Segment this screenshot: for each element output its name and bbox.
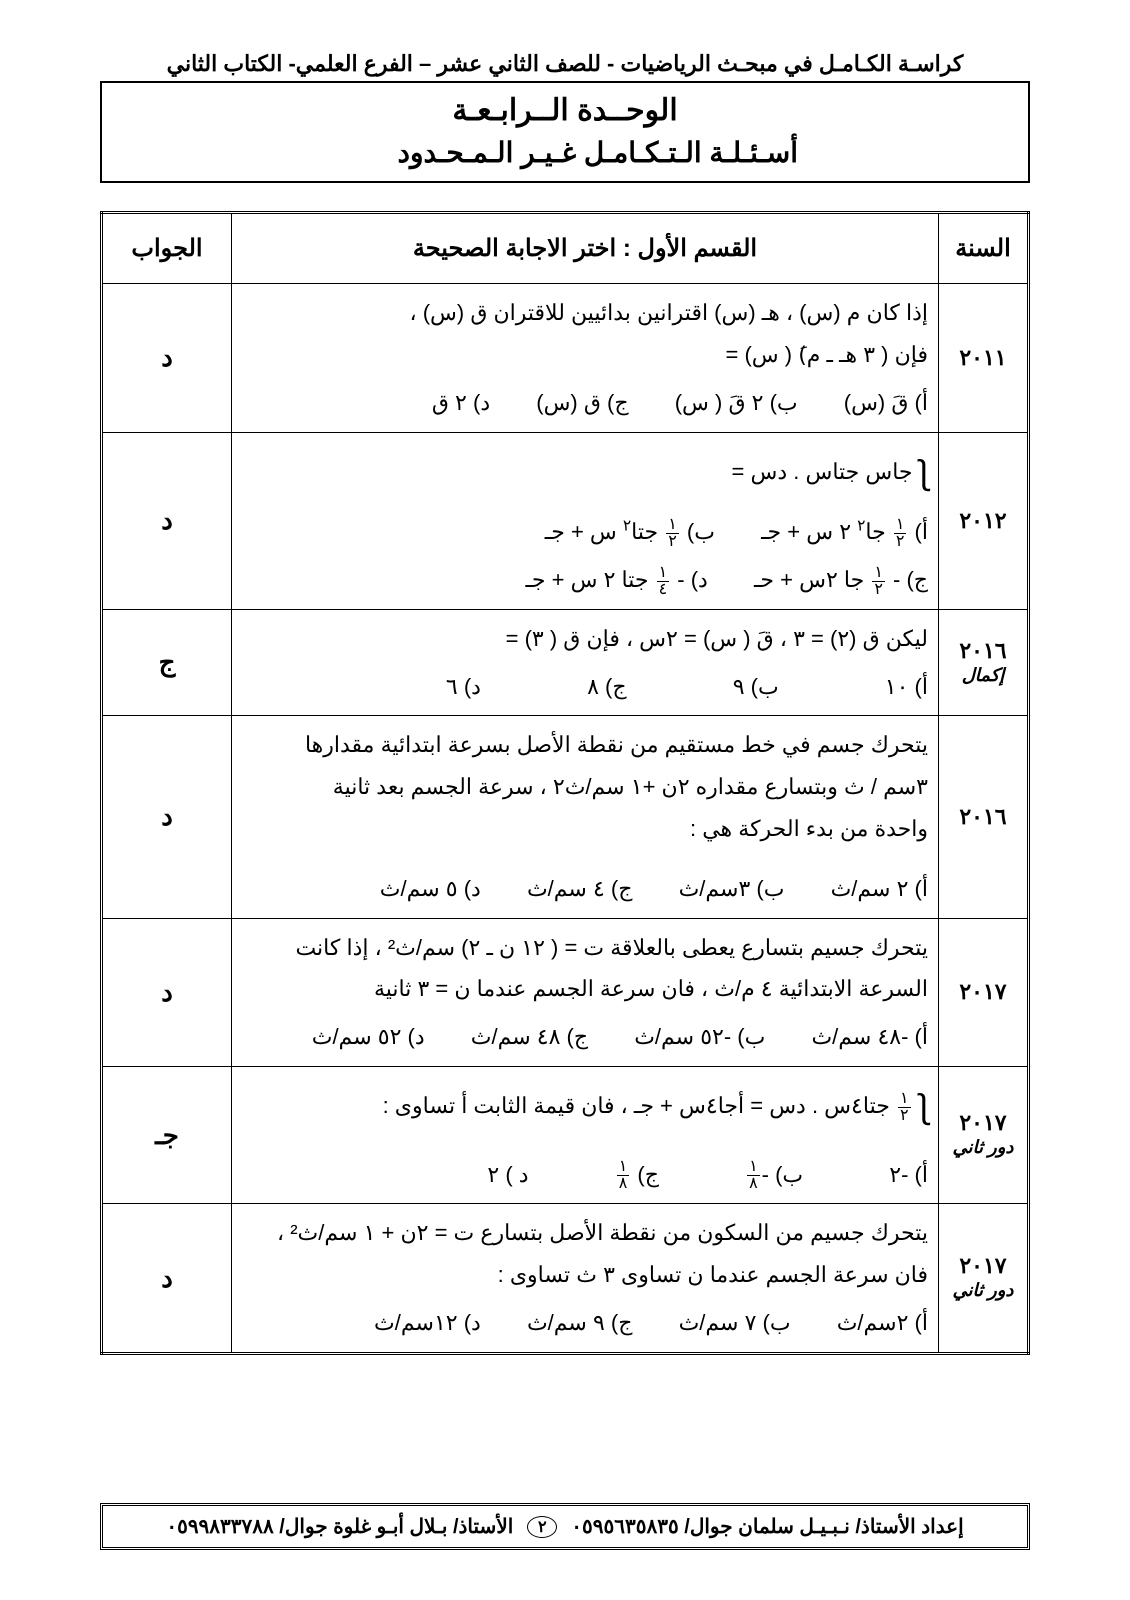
cell-question: ∫ ١٢ جتا٤س . دس = أجا٤س + جـ ، فان قيمة …	[232, 1066, 939, 1203]
option-b: ب) ١٢ جتا٢ س + جـ	[545, 511, 715, 553]
options: أ) -٢ ب) -١٨ ج) ١٨ د ) ٢	[242, 1154, 928, 1196]
questions-table: السنة القسم الأول : اختر الاجابة الصحيحة…	[100, 211, 1030, 1355]
option-c: ج) ٤ سم/ث	[527, 868, 632, 910]
cell-answer: د	[102, 1204, 232, 1353]
cell-answer: د	[102, 284, 232, 432]
table-row: ٢٠١٧ دور ثاني يتحرك جسيم من السكون من نق…	[102, 1204, 1029, 1353]
cell-answer: د	[102, 918, 232, 1066]
integral-icon: ∫	[919, 1075, 928, 1140]
option-b: ب) -١٨	[745, 1154, 803, 1196]
cell-question: يتحرك جسيم من السكون من نقطة الأصل بتسار…	[232, 1204, 939, 1353]
option-a: أ) -٤٨ سم/ث	[811, 1016, 928, 1058]
question-stem: فإن ( ٣ هـ ـ م)َ ( س) =	[242, 334, 928, 376]
option-c: ج) ٨	[587, 666, 626, 708]
option-a: أ) ٢ سم/ث	[831, 868, 928, 910]
option-d: د) ٥ سم/ث	[380, 868, 481, 910]
question-stem: إذا كان م (س) ، هـ (س) اقترانين بدائيين …	[242, 292, 928, 334]
question-stem: يتحرك جسم في خط مستقيم من نقطة الأصل بسر…	[242, 724, 928, 766]
year-value: ٢٠١٧	[949, 1253, 1017, 1279]
option-d: د) ٦	[446, 666, 481, 708]
booklet-header: كراسـة الكـامـل في مبحـث الرياضيات - للص…	[100, 50, 1030, 83]
question-stem: فان سرعة الجسم عندما ن تساوى ٣ ث تساوى :	[242, 1254, 928, 1296]
question-stem: يتحرك جسيم بتسارع يعطى بالعلاقة ت = ( ١٢…	[242, 927, 928, 969]
table-row: ٢٠١٦ يتحرك جسم في خط مستقيم من نقطة الأص…	[102, 716, 1029, 918]
table-row: ٢٠١٦ إكمال ليكن ق (٢) = ٣ ، قَ ( س) = ٢س…	[102, 609, 1029, 716]
cell-question: ∫ جاس جتاس . دس = أ) ١٢ جا٢ ٢ س + جـ ب) …	[232, 432, 939, 609]
cell-question: ليكن ق (٢) = ٣ ، قَ ( س) = ٢س ، فإن ق ( …	[232, 609, 939, 716]
option-b: ب) ٩	[733, 666, 779, 708]
cell-year: ٢٠١٦	[939, 716, 1029, 918]
option-b: ب) -٥٢ سم/ث	[634, 1016, 765, 1058]
cell-answer: ج	[102, 609, 232, 716]
cell-answer: د	[102, 432, 232, 609]
integral-icon: ∫	[919, 441, 928, 506]
option-d: د) ٥٢ سم/ث	[312, 1016, 425, 1058]
table-row: ٢٠١٧ دور ثاني ∫ ١٢ جتا٤س . دس = أجا٤س + …	[102, 1066, 1029, 1203]
option-c: ج) - ١٢ جا ٢س + حـ	[754, 559, 928, 601]
option-d: د) - ١٤ جتا ٢ س + جـ	[525, 559, 707, 601]
unit-title: الوحــدة الــرابـعـة	[132, 93, 998, 128]
option-c: ج) ١٨	[615, 1154, 659, 1196]
section-title: أسـئـلـة الـتـكـامـل غـيـر الـمـحـدود	[132, 136, 998, 169]
option-a: أ) -٢	[889, 1154, 928, 1196]
cell-answer: د	[102, 716, 232, 918]
options: ج) - ١٢ جا ٢س + حـ د) - ١٤ جتا ٢ س + جـ	[242, 559, 928, 601]
option-d: د ) ٢	[487, 1154, 528, 1196]
option-c: ج) ٤٨ سم/ث	[471, 1016, 588, 1058]
cell-year: ٢٠١٢	[939, 432, 1029, 609]
option-a: أ) ٢سم/ث	[837, 1302, 928, 1344]
option-d: د) ١٢سم/ث	[374, 1302, 481, 1344]
option-b: ب) ٣سم/ث	[679, 868, 785, 910]
option-d: د) ٢ ق	[432, 382, 490, 424]
cell-year: ٢٠١٧	[939, 918, 1029, 1066]
th-question: القسم الأول : اختر الاجابة الصحيحة	[232, 212, 939, 284]
question-stem: ∫ جاس جتاس . دس =	[242, 441, 928, 506]
table-row: ٢٠١١ إذا كان م (س) ، هـ (س) اقترانين بدا…	[102, 284, 1029, 432]
option-a: أ) ١٠	[885, 666, 928, 708]
cell-year: ٢٠١٧ دور ثاني	[939, 1066, 1029, 1203]
question-text: جاس جتاس . دس =	[732, 459, 913, 484]
year-value: ٢٠١٧	[949, 1110, 1017, 1136]
cell-question: يتحرك جسيم بتسارع يعطى بالعلاقة ت = ( ١٢…	[232, 918, 939, 1066]
year-sub: إكمال	[949, 664, 1017, 687]
question-stem: واحدة من بدء الحركة هي :	[242, 808, 928, 850]
table-header-row: السنة القسم الأول : اختر الاجابة الصحيحة…	[102, 212, 1029, 284]
cell-question: يتحرك جسم في خط مستقيم من نقطة الأصل بسر…	[232, 716, 939, 918]
year-value: ٢٠١٦	[949, 638, 1017, 664]
option-a: أ) ١٢ جا٢ ٢ س + جـ	[761, 511, 928, 553]
option-c: ج) ق (س)	[536, 382, 628, 424]
options: أ) ١٠ ب) ٩ ج) ٨ د) ٦	[242, 666, 928, 708]
cell-answer: جـ	[102, 1066, 232, 1203]
option-b: ب) ٢ قَ ( س)	[675, 382, 798, 424]
options: أ) قَ (س) ب) ٢ قَ ( س) ج) ق (س) د) ٢ ق	[242, 382, 928, 424]
year-sub: دور ثاني	[949, 1279, 1017, 1302]
footer-bar: إعداد الأستاذ/ نـبـيـل سلمان جوال/ ٠٥٩٥٦…	[100, 1503, 1030, 1550]
th-year: السنة	[939, 212, 1029, 284]
options: أ) ٢ سم/ث ب) ٣سم/ث ج) ٤ سم/ث د) ٥ سم/ث	[242, 868, 928, 910]
question-stem: السرعة الابتدائية ٤ م/ث ، فان سرعة الجسم…	[242, 968, 928, 1010]
th-answer: الجواب	[102, 212, 232, 284]
question-stem: ٣سم / ث وبتسارع مقداره ٢ن +١ سم/ث٢ ، سرع…	[242, 766, 928, 808]
year-sub: دور ثاني	[949, 1136, 1017, 1159]
cell-year: ٢٠١٦ إكمال	[939, 609, 1029, 716]
option-b: ب) ٧ سم/ث	[679, 1302, 791, 1344]
option-a: أ) قَ (س)	[844, 382, 928, 424]
footer-author-1: إعداد الأستاذ/ نـبـيـل سلمان جوال/ ٠٥٩٥٦…	[571, 1514, 963, 1539]
cell-year: ٢٠١٧ دور ثاني	[939, 1204, 1029, 1353]
title-box: الوحــدة الــرابـعـة أسـئـلـة الـتـكـامـ…	[100, 83, 1030, 183]
options: أ) -٤٨ سم/ث ب) -٥٢ سم/ث ج) ٤٨ سم/ث د) ٥٢…	[242, 1016, 928, 1058]
table-row: ٢٠١٧ يتحرك جسيم بتسارع يعطى بالعلاقة ت =…	[102, 918, 1029, 1066]
options: أ) ١٢ جا٢ ٢ س + جـ ب) ١٢ جتا٢ س + جـ	[242, 511, 928, 553]
footer-author-2: الأستاذ/ بـلال أبـو غلوة جوال/ ٠٥٩٩٨٣٣٧٨…	[166, 1514, 513, 1539]
question-stem: ليكن ق (٢) = ٣ ، قَ ( س) = ٢س ، فإن ق ( …	[242, 618, 928, 660]
page-number: ٢	[527, 1516, 557, 1538]
question-stem: ∫ ١٢ جتا٤س . دس = أجا٤س + جـ ، فان قيمة …	[242, 1075, 928, 1140]
options: أ) ٢سم/ث ب) ٧ سم/ث ج) ٩ سم/ث د) ١٢سم/ث	[242, 1302, 928, 1344]
question-text: جتا٤س . دس = أجا٤س + جـ ، فان قيمة الثاب…	[383, 1093, 890, 1118]
question-stem: يتحرك جسيم من السكون من نقطة الأصل بتسار…	[242, 1212, 928, 1254]
cell-year: ٢٠١١	[939, 284, 1029, 432]
option-c: ج) ٩ سم/ث	[527, 1302, 632, 1344]
cell-question: إذا كان م (س) ، هـ (س) اقترانين بدائيين …	[232, 284, 939, 432]
table-row: ٢٠١٢ ∫ جاس جتاس . دس = أ) ١٢ جا٢ ٢ س + ج…	[102, 432, 1029, 609]
